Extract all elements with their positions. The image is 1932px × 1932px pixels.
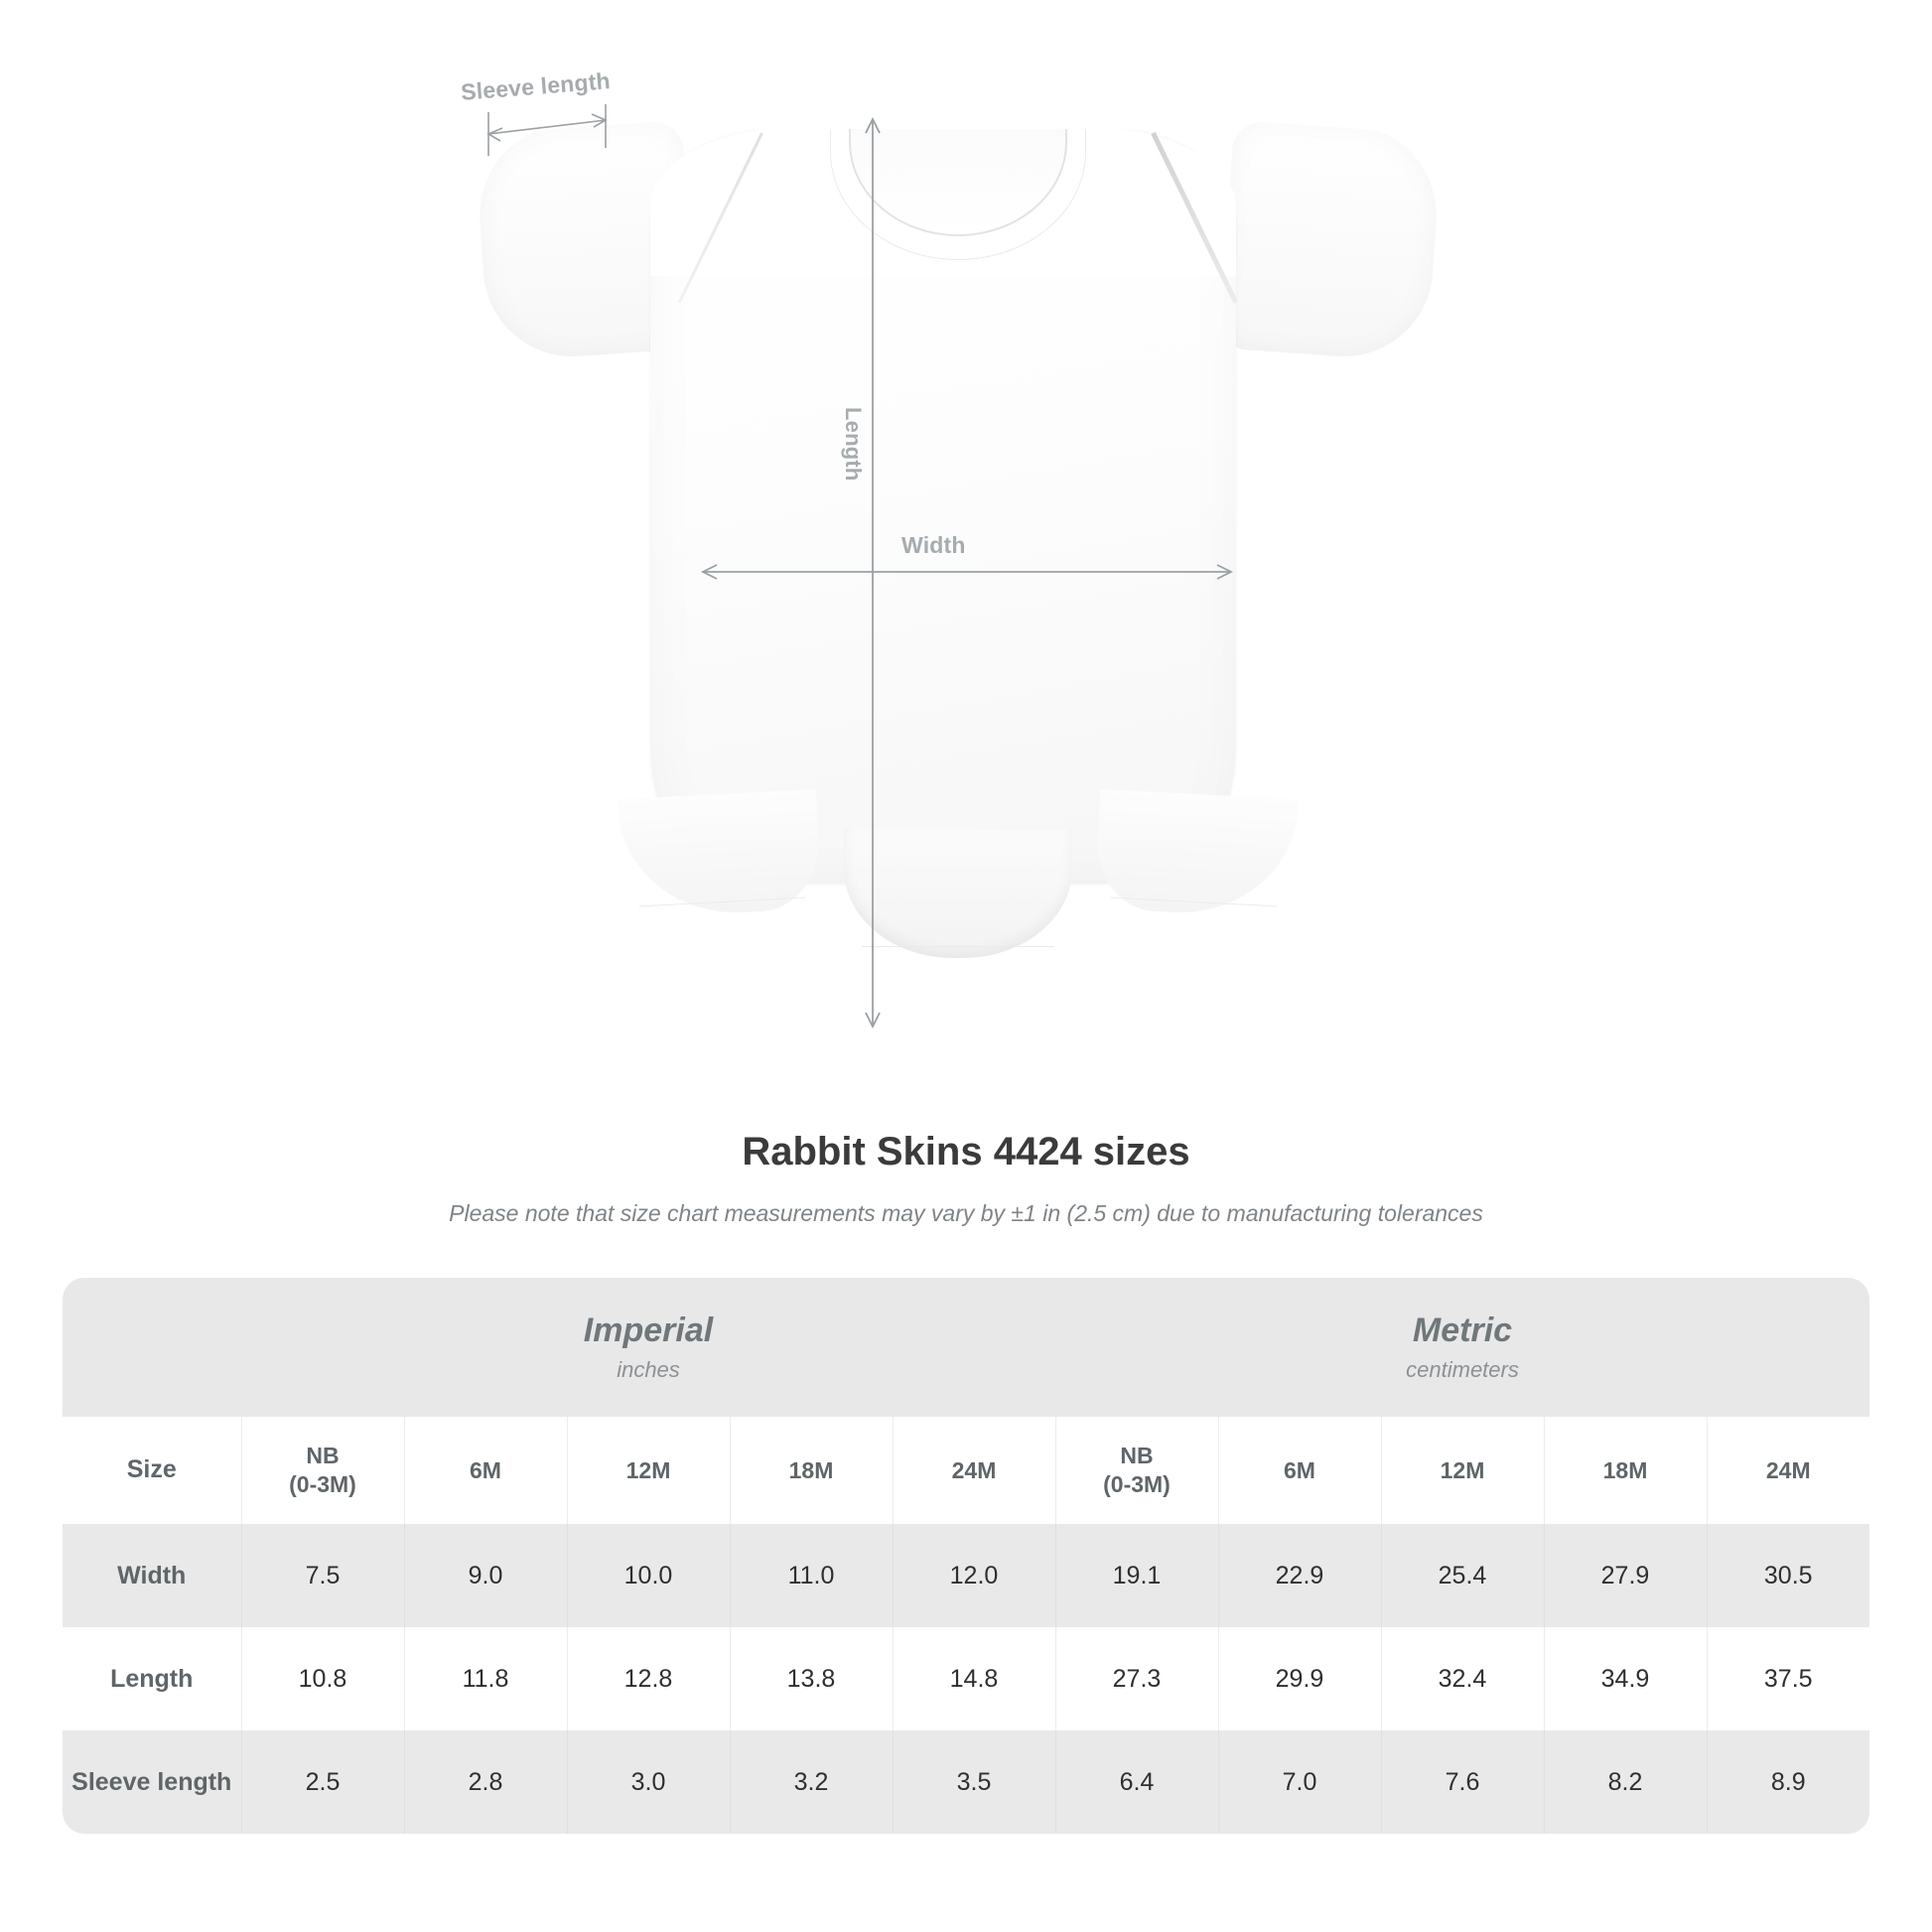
size-header-label: Size [63,1417,242,1524]
unit-group-metric-unit: centimeters [1406,1356,1519,1382]
annotation-length: Length [841,407,866,482]
size-col-imperial-24m: 24M [893,1417,1056,1524]
size-col-metric-24m: 24M [1707,1417,1869,1524]
cell: 37.5 [1707,1627,1869,1730]
size-col-metric-nb: NB (0-3M) [1055,1417,1219,1524]
cell: 14.8 [893,1627,1056,1730]
cell: 7.6 [1381,1730,1545,1834]
size-label: NB [306,1443,340,1469]
row-label-width: Width [63,1524,242,1627]
sleeve-right [1218,119,1443,363]
size-col-metric-18m: 18M [1544,1417,1708,1524]
size-col-metric-12m: 12M [1381,1417,1545,1524]
unit-group-metric: Metric centimeters [1055,1278,1869,1417]
cell: 10.0 [567,1524,731,1627]
size-col-imperial-6m: 6M [404,1417,568,1524]
unit-group-metric-name: Metric [1412,1311,1513,1350]
cell: 34.9 [1544,1627,1708,1730]
table-row: Width 7.5 9.0 10.0 11.0 12.0 19.1 22.9 2… [63,1524,1869,1627]
size-col-imperial-12m: 12M [567,1417,731,1524]
row-label-length: Length [63,1627,242,1730]
cell: 30.5 [1707,1524,1869,1627]
size-col-metric-6m: 6M [1218,1417,1382,1524]
size-col-imperial-nb: NB (0-3M) [241,1417,405,1524]
length-dimension-arrow [865,116,881,1030]
unit-group-imperial: Imperial inches [241,1278,1055,1417]
cell: 3.0 [567,1730,731,1834]
unit-group-imperial-name: Imperial [583,1311,714,1350]
leg-opening-right [1093,788,1300,920]
cell: 8.2 [1544,1730,1708,1834]
cell: 10.8 [241,1627,405,1730]
cell: 32.4 [1381,1627,1545,1730]
size-header-row: Size NB (0-3M) 6M 12M 18M 24M NB (0-3M) 6M… [63,1417,1869,1524]
cell: 8.9 [1707,1730,1869,1834]
cell: 6.4 [1055,1730,1219,1834]
size-table-body: Width 7.5 9.0 10.0 11.0 12.0 19.1 22.9 2… [63,1524,1869,1834]
unit-header-spacer [63,1278,241,1417]
garment-illustration: Sleeve length Length Width [460,68,1443,1062]
table-row: Length 10.8 11.8 12.8 13.8 14.8 27.3 29.… [63,1627,1869,1730]
cell: 27.9 [1544,1524,1708,1627]
size-table-container: Imperial inches Metric centimeters Size … [63,1278,1869,1834]
cell: 7.0 [1218,1730,1382,1834]
row-label-sleeve-length: Sleeve length [63,1730,242,1834]
cell: 12.0 [893,1524,1056,1627]
width-dimension-arrow [700,564,1234,580]
size-col-imperial-18m: 18M [730,1417,894,1524]
cell: 12.8 [567,1627,731,1730]
annotation-width: Width [901,532,966,558]
cell: 13.8 [730,1627,894,1730]
size-chart-table: Imperial inches Metric centimeters Size … [63,1278,1869,1834]
cell: 3.2 [730,1730,894,1834]
table-row: Sleeve length 2.5 2.8 3.0 3.2 3.5 6.4 7.… [63,1730,1869,1834]
cell: 2.8 [404,1730,568,1834]
cell: 22.9 [1218,1524,1382,1627]
size-sublabel: (0-3M) [1103,1471,1171,1497]
size-sublabel: (0-3M) [289,1471,356,1497]
cell: 7.5 [241,1524,405,1627]
leg-opening-left [617,788,823,920]
cell: 11.0 [730,1524,894,1627]
unit-group-header-row: Imperial inches Metric centimeters [63,1278,1869,1417]
cell: 3.5 [893,1730,1056,1834]
cell: 29.9 [1218,1627,1382,1730]
bodysuit-graphic [474,99,1443,1062]
size-label: NB [1120,1443,1154,1469]
sleeve-length-dimension-arrow [486,104,608,156]
cell: 2.5 [241,1730,405,1834]
unit-group-imperial-unit: inches [617,1356,680,1382]
cell: 11.8 [404,1627,568,1730]
page-subtitle: Please note that size chart measurements… [449,1200,1483,1226]
page-title: Rabbit Skins 4424 sizes [742,1130,1190,1173]
cell: 27.3 [1055,1627,1219,1730]
cell: 19.1 [1055,1524,1219,1627]
cell: 25.4 [1381,1524,1545,1627]
cell: 9.0 [404,1524,568,1627]
